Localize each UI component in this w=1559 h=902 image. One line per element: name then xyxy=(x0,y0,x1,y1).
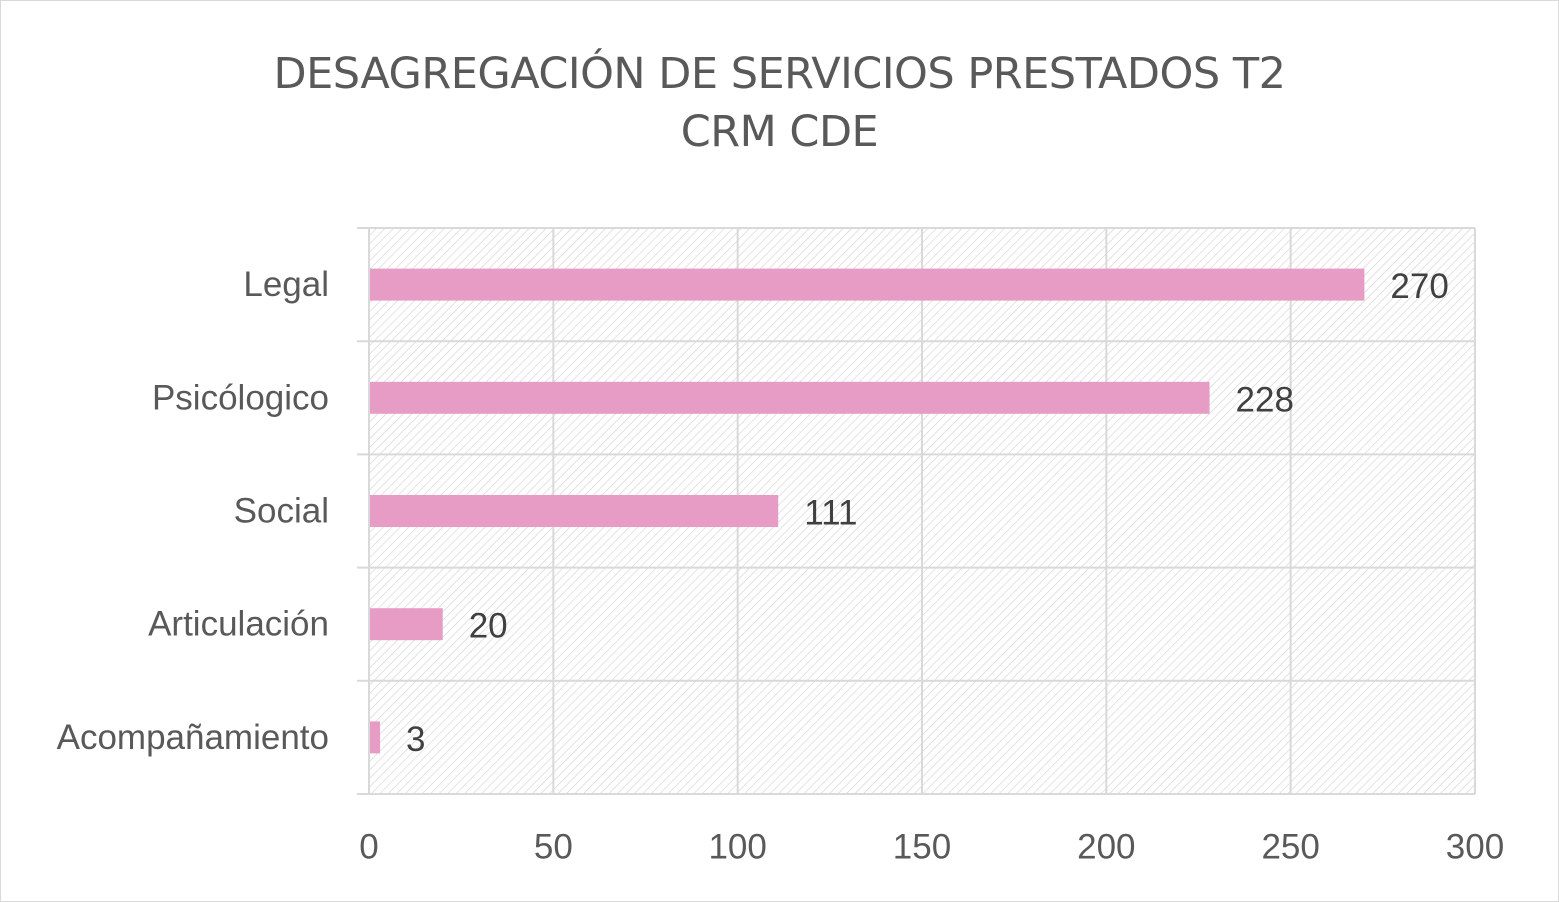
category-label: Legal xyxy=(243,265,329,304)
chart-title-line-2: CRM CDE xyxy=(680,107,879,157)
x-tick-label: 50 xyxy=(534,828,573,867)
category-label: Psicólogico xyxy=(152,378,329,417)
data-label: 20 xyxy=(469,607,508,646)
x-tick-label: 150 xyxy=(893,828,951,867)
category-labels: Legal Psicólogico Social Articulación Acompa… xyxy=(57,265,329,757)
bar xyxy=(370,495,779,527)
bar xyxy=(370,381,1210,414)
x-tick-label: 100 xyxy=(708,828,766,867)
bars xyxy=(370,268,1365,754)
bar xyxy=(370,721,381,754)
x-axis-ticks: 0 50 100 150 200 250 300 xyxy=(359,828,1504,867)
x-tick-label: 250 xyxy=(1261,828,1319,867)
bar xyxy=(370,268,1365,301)
data-label: 3 xyxy=(406,720,425,759)
x-tick-label: 200 xyxy=(1077,828,1135,867)
category-label: Social xyxy=(234,492,329,531)
data-label: 111 xyxy=(804,494,857,533)
chart-title-line-1: DESAGREGACIÓN DE SERVICIOS PRESTADOS T2 xyxy=(273,49,1286,99)
x-tick-label: 300 xyxy=(1446,828,1504,867)
category-label: Acompañamiento xyxy=(57,718,329,757)
gridlines xyxy=(357,227,1476,795)
data-label: 228 xyxy=(1236,380,1294,419)
category-label: Articulación xyxy=(148,605,329,644)
data-labels: 270 228 111 20 3 xyxy=(406,267,1449,759)
chart-title: DESAGREGACIÓN DE SERVICIOS PRESTADOS T2 … xyxy=(1,45,1558,161)
bar xyxy=(370,608,443,641)
data-label: 270 xyxy=(1390,267,1448,306)
x-tick-label: 0 xyxy=(359,828,378,867)
